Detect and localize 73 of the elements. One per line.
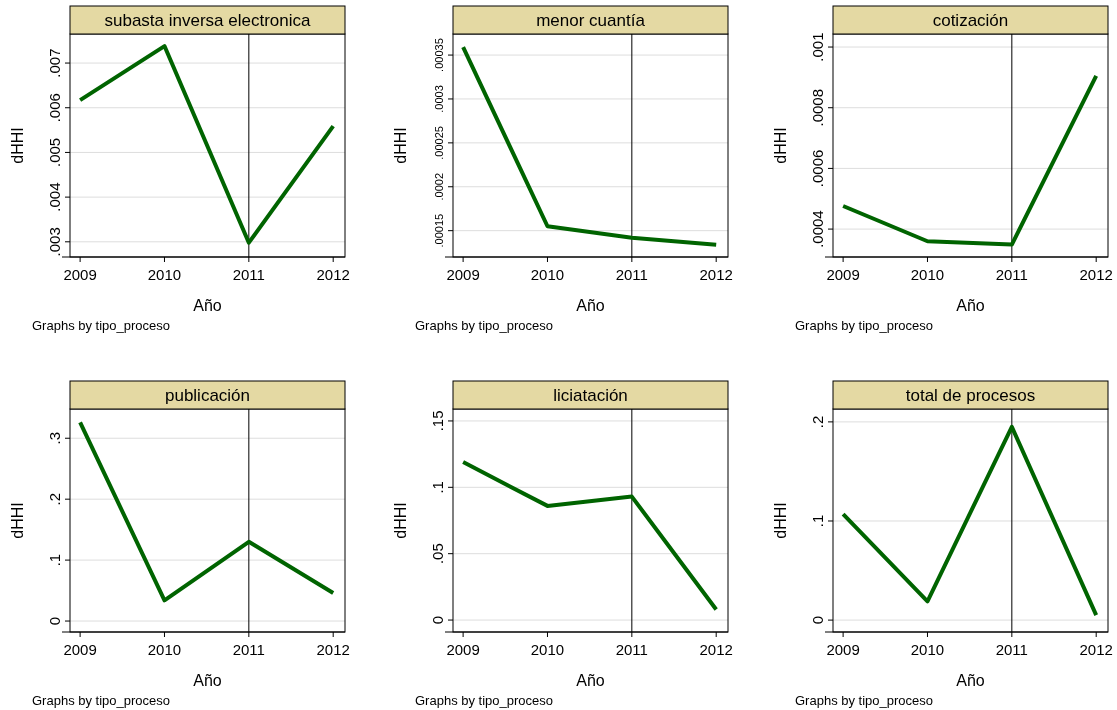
y-tick-label: .15 — [429, 410, 446, 432]
x-tick-label: 2010 — [530, 641, 565, 658]
y-tick-label: .05 — [429, 543, 446, 565]
text: Graphs by tipo_proceso — [32, 693, 171, 708]
y-tick-label: .005 — [46, 137, 63, 168]
x-tick-label: 2011 — [615, 641, 648, 658]
x-axis-title: Año — [576, 297, 605, 314]
y-tick-label: .1 — [809, 514, 826, 528]
chart-title: liciatación — [553, 386, 628, 405]
chart-title: subasta inversa electronica — [104, 11, 312, 30]
x-axis-title: Año — [193, 297, 222, 314]
y-axis-title: dHHI — [392, 127, 409, 164]
text: Graphs by tipo_proceso — [415, 693, 554, 708]
y-tick-label: 0 — [46, 616, 63, 626]
x-tick-label: 2009 — [63, 266, 97, 283]
y-tick-label: .007 — [46, 48, 63, 78]
y-tick-label: .006 — [46, 93, 63, 123]
chart-title: publicación — [164, 386, 251, 405]
x-tick-label: 2011 — [995, 266, 1028, 283]
chart-title: total de procesos — [905, 386, 1036, 405]
y-tick-label: .2 — [809, 415, 826, 429]
x-tick-label: 2009 — [63, 641, 97, 658]
y-tick-label: .3 — [46, 431, 63, 445]
x-tick-label: 2011 — [232, 641, 265, 658]
text: Graphs by tipo_proceso — [795, 693, 934, 708]
y-axis-title: dHHI — [9, 502, 26, 539]
x-tick-label: 2009 — [446, 266, 480, 283]
y-axis-title: dHHI — [9, 127, 26, 164]
x-tick-label: 2009 — [446, 641, 480, 658]
y-tick-label: .00025 — [433, 126, 445, 160]
x-tick-label: 2010 — [147, 266, 182, 283]
x-tick-label: 2012 — [316, 641, 350, 658]
x-tick-label: 2012 — [699, 641, 733, 658]
x-tick-label: 2009 — [826, 266, 860, 283]
y-axis-title: dHHI — [772, 502, 789, 539]
y-tick-label: .00015 — [433, 213, 445, 248]
x-tick-label: 2012 — [316, 266, 350, 283]
text: Graphs by tipo_proceso — [415, 318, 554, 333]
x-axis-title: Año — [956, 297, 985, 314]
y-tick-label: .0003 — [433, 85, 445, 113]
x-tick-label: 2012 — [1079, 266, 1113, 283]
y-tick-label: .1 — [46, 553, 63, 567]
text: Graphs by tipo_proceso — [795, 318, 934, 333]
x-axis-title: Año — [956, 672, 985, 689]
y-tick-label: .1 — [429, 481, 446, 494]
y-tick-label: .004 — [46, 182, 63, 212]
y-tick-label: .00035 — [433, 38, 445, 72]
y-axis-title: dHHI — [392, 502, 409, 539]
text: Graphs by tipo_proceso — [32, 318, 171, 333]
x-tick-label: 2011 — [995, 641, 1028, 658]
x-tick-label: 2011 — [615, 266, 648, 283]
chart-title: menor cuantía — [536, 11, 646, 30]
x-axis-title: Año — [576, 672, 605, 689]
x-axis-title: Año — [193, 672, 222, 689]
x-tick-label: 2012 — [699, 266, 733, 283]
x-tick-label: 2012 — [1079, 641, 1113, 658]
x-tick-label: 2010 — [147, 641, 182, 658]
y-tick-label: 0 — [429, 615, 446, 625]
x-tick-label: 2010 — [910, 266, 945, 283]
x-tick-label: 2011 — [232, 266, 265, 283]
y-tick-label: 0 — [809, 615, 826, 625]
y-tick-label: .0004 — [809, 210, 826, 248]
x-tick-label: 2010 — [530, 266, 565, 283]
x-tick-label: 2010 — [910, 641, 945, 658]
y-tick-label: .2 — [46, 492, 63, 506]
y-axis-title: dHHI — [772, 127, 789, 164]
y-tick-label: .0002 — [433, 173, 445, 201]
y-tick-label: .0006 — [809, 149, 826, 188]
chart-title: cotización — [932, 11, 1009, 30]
x-tick-label: 2009 — [826, 641, 860, 658]
y-tick-label: .003 — [46, 227, 63, 257]
y-tick-label: .0008 — [809, 88, 826, 127]
y-tick-label: .001 — [809, 32, 826, 62]
